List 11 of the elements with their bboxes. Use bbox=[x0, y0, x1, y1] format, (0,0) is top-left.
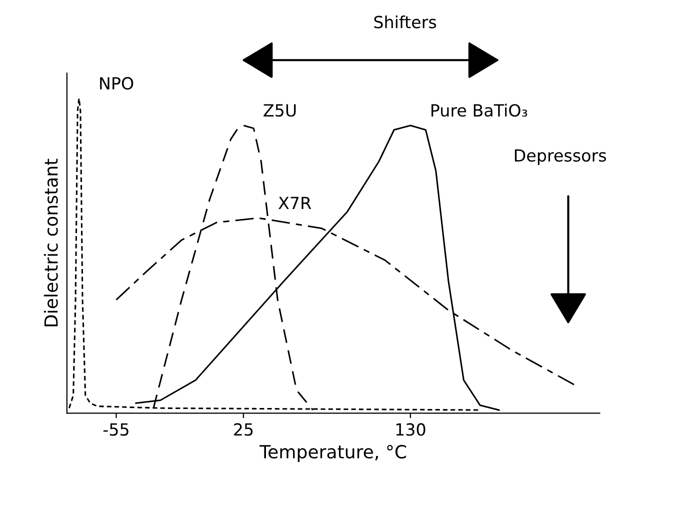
text: Shifters bbox=[374, 15, 436, 28]
x-tick-label: 25 bbox=[234, 423, 253, 436]
x-tick-label: 130 bbox=[396, 423, 426, 436]
annotation: Depressors bbox=[514, 149, 606, 165]
x-tick-label: -55 bbox=[103, 423, 128, 436]
series-label: X7R bbox=[278, 196, 312, 209]
series-label: Z5U bbox=[264, 104, 296, 117]
series-label: Pure BaTiO₃ bbox=[432, 104, 528, 117]
series-label: NPO bbox=[100, 77, 134, 90]
x-axis-title: Temperature, °C bbox=[260, 444, 406, 462]
y-axis-title: Dielectric constant bbox=[44, 158, 58, 326]
